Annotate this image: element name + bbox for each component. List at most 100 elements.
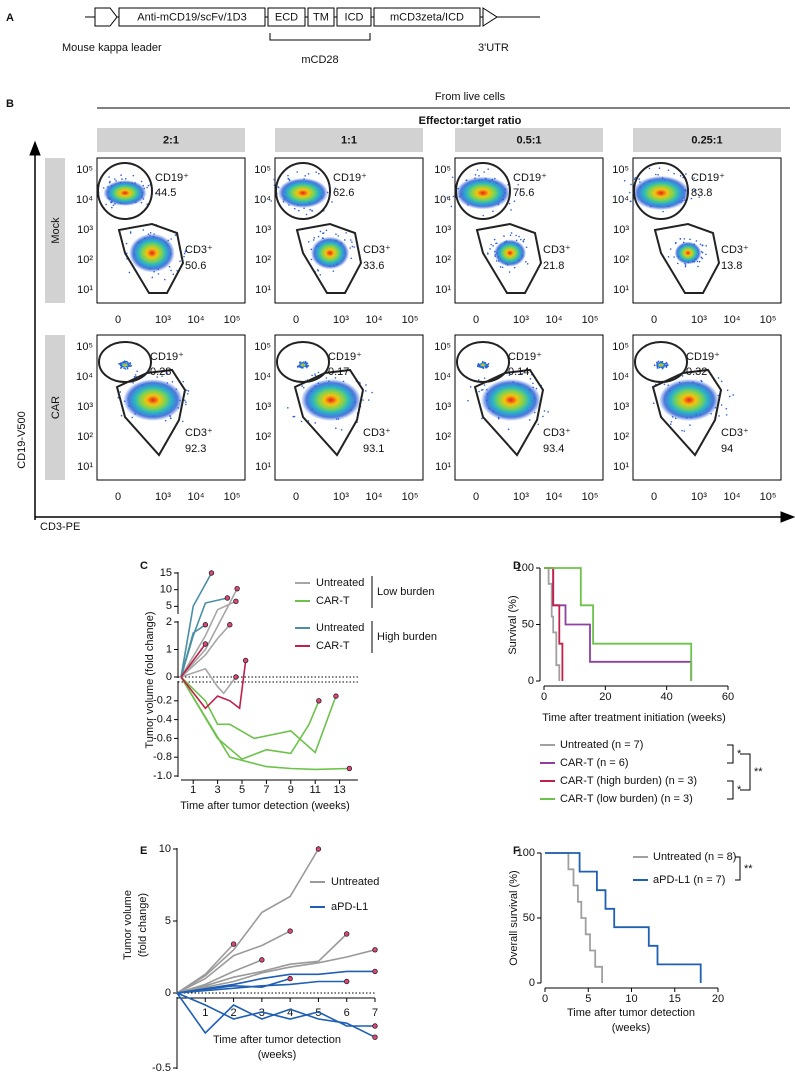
legend-label: aPD-L1 (n = 7)	[653, 874, 725, 886]
end-point	[234, 585, 240, 592]
event-dot	[492, 210, 494, 213]
row-label: Mock	[50, 217, 62, 244]
flow-y-tick-label: 10⁵	[76, 164, 93, 176]
construct-segment-label: Anti-mCD19/scFv/1D3	[137, 11, 246, 23]
event-dot	[478, 390, 480, 393]
flow-y-tick-label: 10³	[613, 401, 629, 413]
event-dot	[270, 200, 273, 202]
event-dot	[302, 386, 305, 389]
event-dot	[161, 375, 163, 377]
gate-percent: 93.1	[363, 443, 384, 455]
data-line	[176, 943, 235, 994]
event-dot	[695, 240, 698, 242]
cd3-gate	[293, 368, 365, 457]
legend-label: Untreated	[316, 622, 364, 634]
flow-x-tick-label: 0	[651, 314, 657, 326]
event-dot	[299, 361, 301, 363]
x-tick-label: 1	[190, 784, 196, 796]
y-tick-label: 1	[166, 643, 172, 655]
event-dot	[657, 367, 659, 369]
event-dot	[490, 243, 492, 246]
event-dot	[446, 196, 449, 199]
x-tick-label: 9	[288, 784, 294, 796]
event-dot	[648, 167, 651, 170]
event-dot	[483, 171, 485, 173]
data-line	[180, 667, 237, 695]
event-dot	[334, 187, 337, 190]
end-point	[372, 1023, 378, 1029]
flow-y-tick-label: 10⁵	[434, 164, 451, 176]
cd28-bracket	[269, 33, 371, 41]
gate-percent: 13.8	[721, 260, 742, 272]
event-dot	[477, 379, 480, 381]
event-dot	[337, 235, 340, 237]
data-line	[180, 624, 206, 678]
row-label-box	[45, 335, 65, 480]
y-axis-label: (fold change)	[137, 893, 149, 957]
event-dot	[112, 204, 115, 206]
row-label-box	[45, 158, 65, 303]
flow-x-tick-label: 10⁴	[546, 491, 563, 503]
population-cloud	[480, 378, 542, 422]
gate-label: CD3⁺	[363, 244, 391, 256]
event-dot	[679, 175, 682, 177]
flow-x-tick-label: 10⁵	[760, 314, 777, 326]
event-dot	[287, 174, 289, 177]
cd19-gate	[276, 341, 330, 383]
legend-label: CAR-T (low burden) (n = 3)	[560, 793, 693, 805]
y-axis-label: Tumor volume	[122, 890, 134, 960]
population-cloud	[632, 175, 690, 211]
x-axis-label: Time after tumor detection	[213, 1034, 341, 1046]
flow-y-tick-label: 10²	[255, 431, 271, 443]
legend-group-label: Low burden	[377, 586, 435, 598]
data-line	[176, 992, 375, 1027]
flow-x-tick-label: 10⁵	[760, 491, 777, 503]
y-axis-label: Overall survival (%)	[508, 870, 520, 965]
y-tick-label: 100	[516, 562, 534, 574]
event-dot	[325, 229, 328, 232]
x-tick-label: 1	[202, 1007, 208, 1019]
gate-label: CD19⁺	[686, 351, 720, 363]
event-dot	[469, 386, 472, 388]
event-dot	[508, 374, 511, 377]
flow-x-tick-label: 10⁴	[366, 491, 383, 503]
cd19-gate	[97, 162, 153, 220]
event-dot	[515, 234, 517, 237]
y-tick-label: 2	[166, 616, 172, 628]
event-dot	[673, 256, 675, 258]
event-dot	[149, 231, 152, 234]
y-axis-label: Tumor volume (fold change)	[144, 611, 156, 748]
event-dot	[174, 234, 177, 236]
significance-bracket	[727, 744, 734, 764]
legend-label: Untreated (n = 8)	[653, 851, 736, 863]
event-dot	[296, 365, 299, 368]
y-tick-label: 50	[522, 618, 534, 630]
event-dot	[510, 232, 513, 234]
cd3-gate	[473, 368, 545, 457]
construct-segment-label: TM	[313, 11, 329, 23]
cd28-label: mCD28	[301, 54, 338, 66]
event-dot	[181, 420, 184, 423]
flow-x-tick-label: 10⁴	[188, 491, 205, 503]
flow-subheader: Effector:target ratio	[419, 115, 522, 127]
flow-x-tick-label: 10³	[691, 314, 707, 326]
population-cloud	[300, 378, 362, 422]
event-dot	[705, 244, 707, 247]
event-dot	[532, 382, 534, 385]
gate-label: CD19⁺	[333, 172, 367, 184]
flow-x-tick-label: 10⁵	[402, 491, 419, 503]
utr-arrow	[482, 7, 498, 27]
legend-label: CAR-T	[316, 595, 350, 607]
event-dot	[169, 417, 172, 419]
significance-label: *	[737, 748, 742, 760]
flow-y-tick-label: 10⁵	[612, 341, 629, 353]
panel-label: B	[6, 98, 14, 110]
significance-bracket	[740, 753, 751, 791]
event-dot	[314, 373, 316, 375]
x-tick-label: 4	[287, 1007, 293, 1019]
flow-y-tick-label: 10²	[255, 254, 271, 266]
event-dot	[129, 362, 132, 364]
event-dot	[483, 384, 486, 386]
flow-y-tick-label: 10⁵	[434, 341, 451, 353]
end-point	[372, 1034, 378, 1040]
